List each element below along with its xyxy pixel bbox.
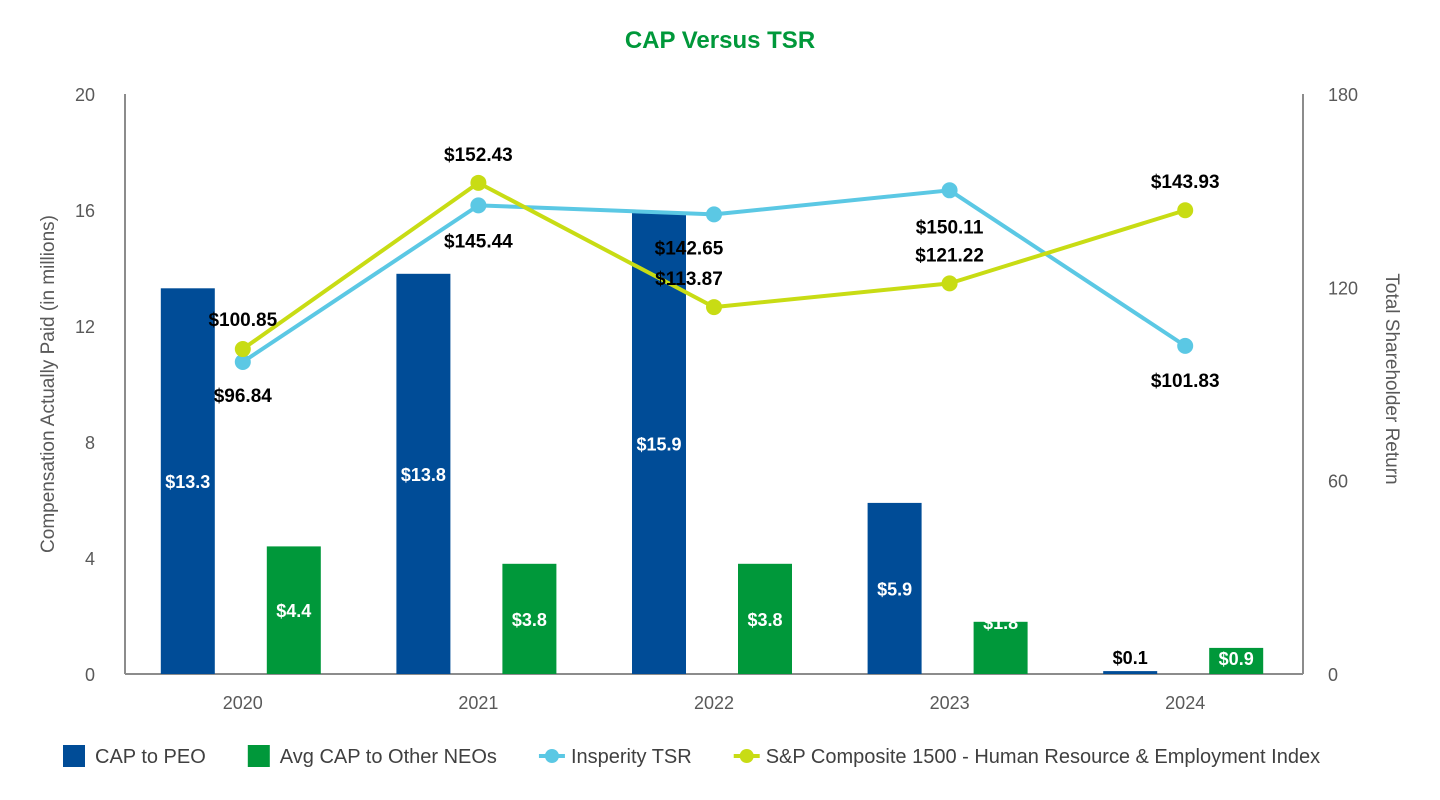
- series-point: [706, 299, 722, 316]
- bar: [738, 563, 792, 674]
- bar-label: $0.9: [1219, 649, 1254, 669]
- series-point: [1177, 337, 1194, 354]
- bar-label: $3.8: [747, 610, 782, 630]
- line-data-label: $113.87: [655, 269, 723, 290]
- bar: [160, 288, 215, 674]
- line-data-label: $142.65: [655, 238, 724, 259]
- bar-label: $13.8: [401, 465, 446, 485]
- bar-label: $0.1: [1113, 648, 1148, 668]
- legend-label: Insperity TSR: [571, 746, 692, 768]
- series-point: [941, 182, 958, 199]
- y-tick-label: 12: [75, 317, 95, 337]
- bar: [867, 502, 922, 674]
- legend-label: Avg CAP to Other NEOs: [280, 746, 497, 768]
- x-tick-label: 2020: [223, 693, 263, 713]
- y-tick-label: 20: [75, 85, 95, 105]
- axes: 0 4 8 12 16 20 0 60 120 180 2020 2021 2022 2023 2024 Co…: [38, 85, 1402, 713]
- x-tick-label: 2024: [1165, 693, 1205, 713]
- y-tick-label: 4: [85, 549, 95, 569]
- y-tick-label: 0: [85, 665, 95, 685]
- line-data-label: $100.85: [208, 310, 277, 331]
- y-axis-label: Compensation Actually Paid (in millions): [38, 215, 59, 553]
- y-tick-label: 16: [75, 201, 95, 221]
- bar: [973, 621, 1028, 674]
- legend-marker: [739, 749, 754, 763]
- bar-label: $4.4: [276, 601, 311, 621]
- line-data-label: $152.43: [444, 145, 513, 166]
- legend-swatch: [63, 745, 85, 767]
- series-point: [234, 341, 251, 358]
- bar-label: $1.8: [983, 613, 1018, 633]
- line-data-label: $150.11: [916, 217, 984, 238]
- bar-label: $15.9: [636, 434, 681, 454]
- line-data-label: $143.93: [1151, 172, 1220, 193]
- series-point: [706, 206, 722, 223]
- bars: [160, 212, 1264, 674]
- line-data-label: $145.44: [444, 231, 513, 252]
- line-data-label: $101.83: [1151, 371, 1220, 392]
- lines: [234, 174, 1194, 370]
- line-data-label: $121.22: [915, 245, 984, 266]
- y2-tick-label: 60: [1328, 472, 1348, 492]
- x-tick-label: 2023: [930, 693, 970, 713]
- series-point: [1177, 202, 1194, 219]
- chart-title: CAP Versus TSR: [625, 27, 815, 54]
- x-tick-label: 2022: [694, 693, 734, 713]
- y2-tick-label: 120: [1328, 278, 1358, 298]
- y-tick-label: 8: [85, 433, 95, 453]
- line-data-label: $96.84: [214, 386, 273, 407]
- bar: [1209, 647, 1264, 674]
- series-point: [941, 275, 958, 292]
- series-point: [234, 353, 251, 370]
- bar: [1103, 671, 1158, 674]
- y2-tick-label: 0: [1328, 665, 1338, 685]
- bar-label: $3.8: [512, 610, 547, 630]
- data-labels: $13.3 $13.8 $15.9 $5.9 $0.1 $4.4 $3.8 $3.8 $1.8 $…: [165, 145, 1253, 669]
- legend-label: CAP to PEO: [95, 746, 206, 768]
- y2-tick-label: 180: [1328, 85, 1358, 105]
- legend-label: S&P Composite 1500 - Human Resource & Em…: [766, 746, 1320, 768]
- bar: [502, 563, 557, 674]
- bar: [266, 546, 321, 674]
- y2-axis-label: Total Shareholder Return: [1381, 273, 1402, 484]
- bar: [396, 273, 451, 674]
- series-point: [470, 174, 487, 191]
- legend-swatch: [247, 745, 270, 767]
- x-tick-label: 2021: [458, 693, 498, 713]
- bar-label: $5.9: [877, 579, 912, 599]
- legend-marker: [544, 749, 559, 763]
- series-point: [470, 197, 487, 214]
- legend: CAP to PEO Avg CAP to Other NEOs Insperity…: [63, 745, 1320, 768]
- bar-label: $13.3: [165, 472, 210, 492]
